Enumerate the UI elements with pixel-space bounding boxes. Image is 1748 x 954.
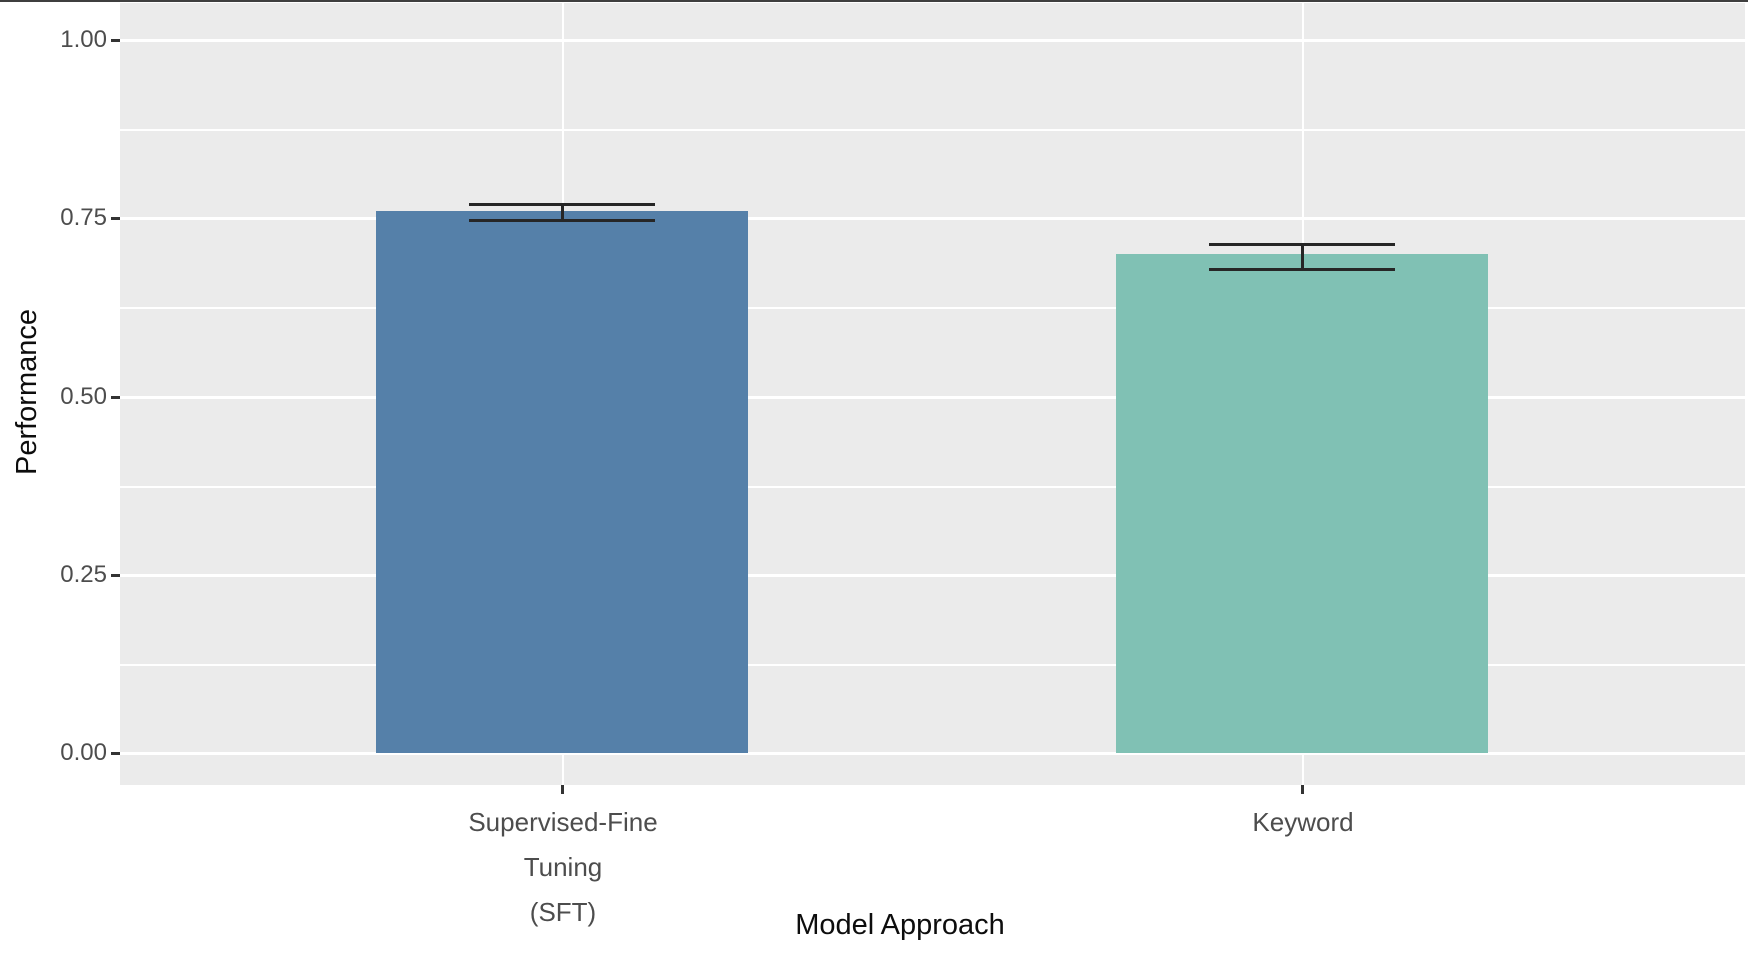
gridline-major-h bbox=[120, 752, 1745, 755]
errorbar-stem bbox=[560, 202, 564, 222]
gridline-major-h bbox=[120, 39, 1745, 42]
x-tick-label-sft: Supervised-Fine Tuning (SFT) bbox=[363, 800, 763, 935]
x-tick-label-sft-line2: Tuning bbox=[523, 852, 603, 882]
y-tick-mark bbox=[111, 574, 120, 577]
y-tick-label: 0.75 bbox=[60, 204, 107, 231]
x-tick-mark bbox=[1301, 785, 1304, 794]
y-tick-label: 1.00 bbox=[60, 26, 107, 53]
y-tick-mark bbox=[111, 396, 120, 399]
errorbar-stem bbox=[1300, 243, 1304, 272]
errorbar-cap-bottom bbox=[469, 218, 655, 222]
gridline-major-h bbox=[120, 574, 1745, 577]
bar-supervised-fine-tuning-sft bbox=[376, 211, 748, 753]
y-tick-label: 0.50 bbox=[60, 383, 107, 410]
bar-keyword bbox=[1116, 253, 1488, 753]
top-border-line bbox=[0, 0, 1748, 2]
x-tick-mark bbox=[561, 785, 564, 794]
y-tick-mark bbox=[111, 39, 120, 42]
y-tick-mark bbox=[111, 217, 120, 220]
gridline-minor-h bbox=[120, 129, 1745, 131]
y-tick-label: 0.00 bbox=[60, 739, 107, 766]
errorbar-cap-bottom bbox=[1209, 268, 1395, 272]
y-tick-label: 0.25 bbox=[60, 561, 107, 588]
y-tick-mark bbox=[111, 752, 120, 755]
x-tick-label-keyword: Keyword bbox=[1252, 807, 1354, 837]
x-axis-title: Model Approach bbox=[795, 909, 1005, 941]
x-tick-label-sft-line3: (SFT) bbox=[529, 897, 597, 927]
gridline-major-h bbox=[120, 396, 1745, 399]
gridline-minor-h bbox=[120, 486, 1745, 488]
plot-panel bbox=[120, 3, 1745, 785]
x-tick-label-sft-line1: Supervised-Fine bbox=[468, 807, 658, 837]
y-axis-title: Performance bbox=[11, 309, 43, 476]
gridline-minor-h bbox=[120, 664, 1745, 666]
gridline-major-h bbox=[120, 217, 1745, 220]
gridline-minor-h bbox=[120, 307, 1745, 309]
